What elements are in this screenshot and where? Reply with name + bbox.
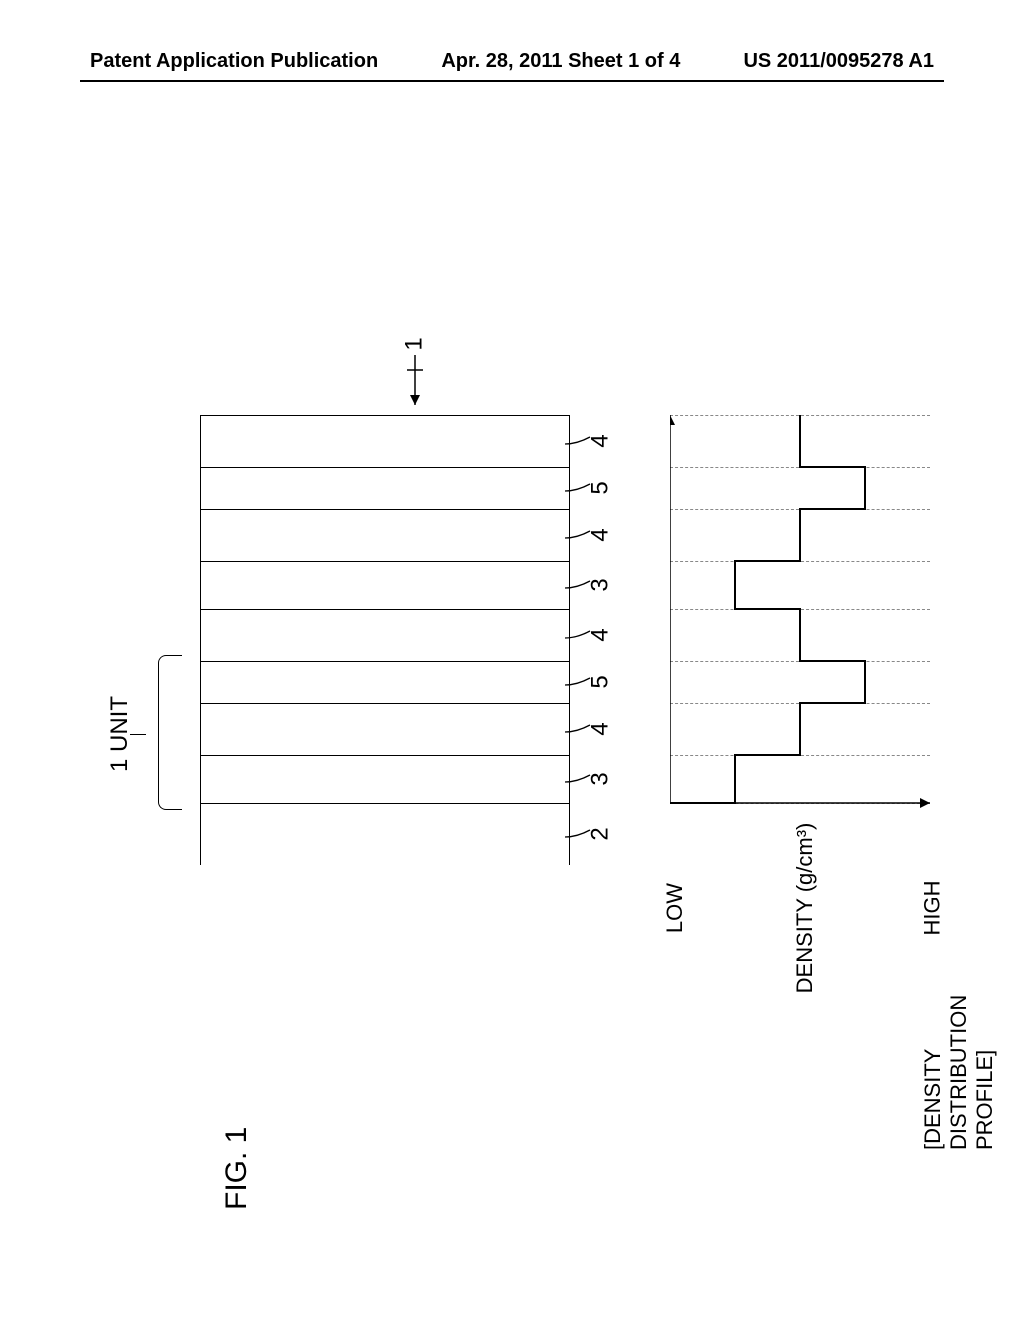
layer-4 <box>201 510 569 562</box>
figure-label: FIG. 1 <box>220 1127 254 1210</box>
layer-label-5: 5 <box>587 675 615 688</box>
layer-label-5: 5 <box>587 481 615 494</box>
layer-3 <box>201 562 569 610</box>
header-center: Apr. 28, 2011 Sheet 1 of 4 <box>441 50 680 73</box>
layers-stack <box>200 415 570 865</box>
arrow-icon <box>400 350 430 410</box>
layer-4 <box>201 610 569 662</box>
layer-4 <box>201 704 569 756</box>
density-profile-chart <box>670 415 930 865</box>
x-label-high: HIGH <box>920 881 946 936</box>
header-divider <box>80 80 944 82</box>
x-label-density: DENSITY (g/cm³) <box>792 818 818 998</box>
layer-label-4: 4 <box>587 722 615 735</box>
layer-label-4: 4 <box>587 434 615 447</box>
layer-2 <box>201 804 569 866</box>
figure-container: FIG. 1 1 454345432 1 UNIT [DENSITY DISTR… <box>90 150 934 1230</box>
layer-3 <box>201 756 569 804</box>
layer-5 <box>201 662 569 704</box>
layer-5 <box>201 468 569 510</box>
layer-label-2: 2 <box>587 827 615 840</box>
x-label-low: LOW <box>662 883 688 933</box>
unit-bracket <box>158 655 182 810</box>
header-right: US 2011/0095278 A1 <box>743 50 934 73</box>
arrow-label-1: 1 <box>401 337 429 350</box>
unit-label: 1 UNIT <box>106 696 134 772</box>
density-profile-line <box>670 415 930 865</box>
layer-label-3: 3 <box>587 772 615 785</box>
layer-label-4: 4 <box>587 528 615 541</box>
layer-label-4: 4 <box>587 628 615 641</box>
density-profile-title: [DENSITY DISTRIBUTION PROFILE] <box>920 995 998 1150</box>
header-left: Patent Application Publication <box>90 50 378 73</box>
layer-4 <box>201 416 569 468</box>
layer-label-3: 3 <box>587 578 615 591</box>
